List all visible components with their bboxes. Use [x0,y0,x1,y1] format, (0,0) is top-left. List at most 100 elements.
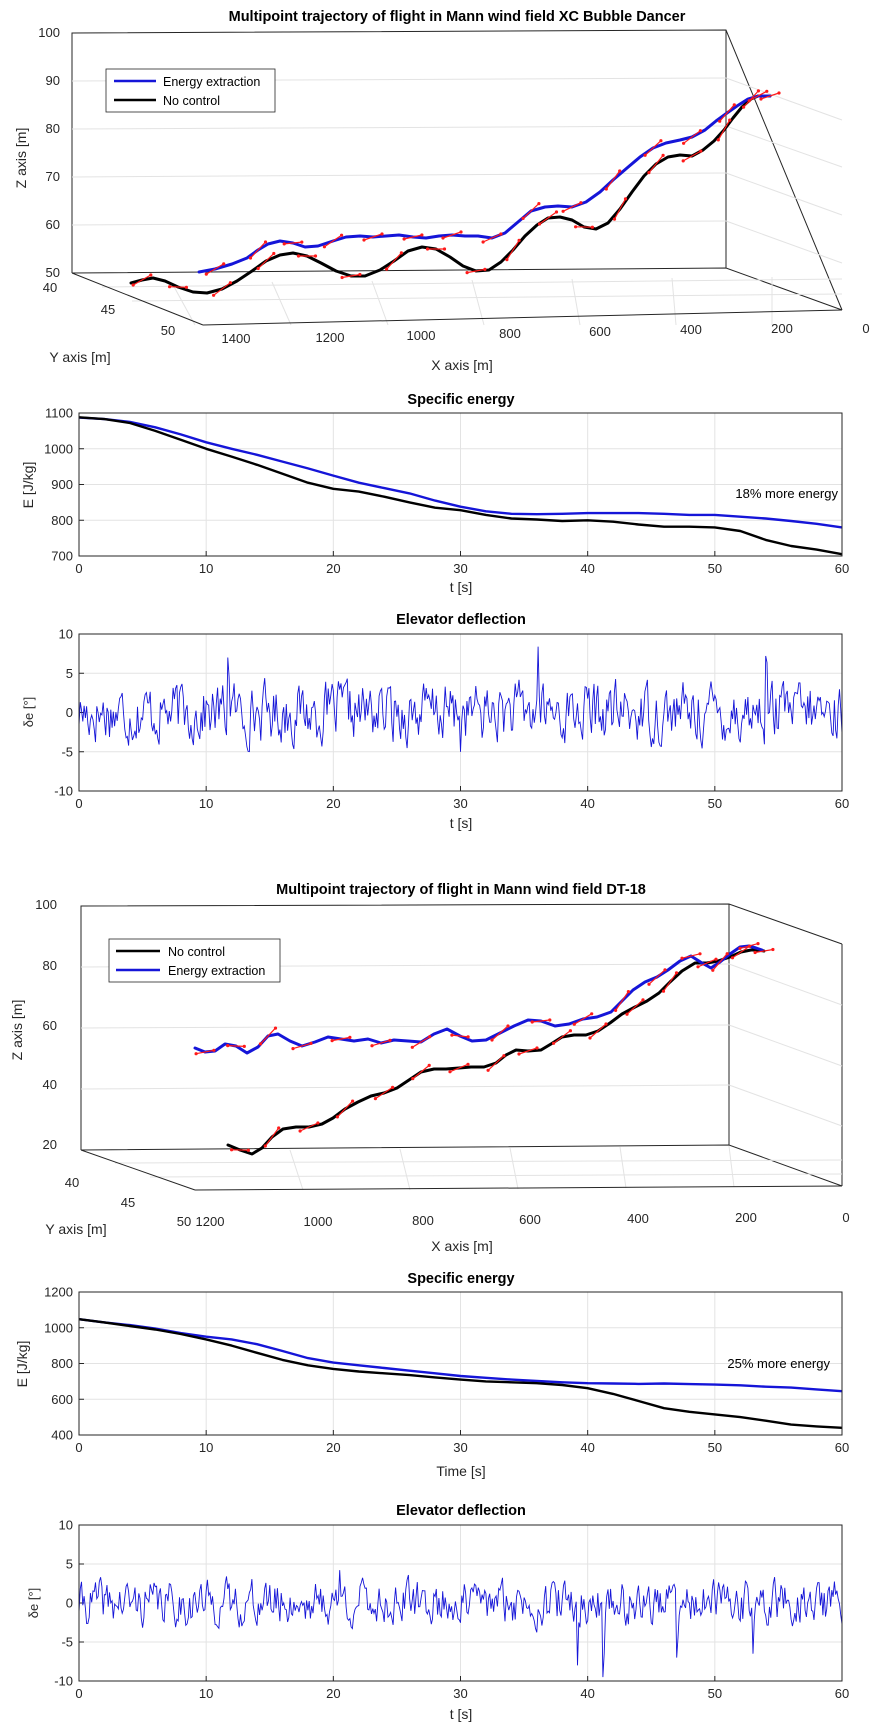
wind-marker-dot [718,120,721,123]
wind-marker-dot [696,965,699,968]
wind-marker-dot [400,251,403,254]
wind-marker-dot [759,97,762,100]
wind-marker-dot [518,239,521,242]
y-axis-line [81,1150,195,1190]
x-tick-label: 0 [75,796,82,811]
x-axis-label: t [s] [450,1706,473,1722]
wind-marker [492,1026,508,1040]
wind-marker [616,992,629,1011]
wind-marker [387,253,402,269]
wind-marker-dot [502,1054,505,1057]
x-tick-label: 10 [199,1440,213,1455]
wind-marker-dot [641,998,644,1001]
wind-marker-dot [604,1022,607,1025]
chart-title: Elevator deflection [396,1503,526,1519]
wind-marker-dot [731,956,734,959]
z-tick-label: 80 [43,958,57,973]
z-tick-label: 100 [38,25,60,40]
wind-marker-dot [370,1044,373,1047]
wind-marker-dot [374,1097,377,1100]
y-tick-label: 800 [51,513,73,528]
x-tick-label: 0 [75,1686,82,1701]
wind-marker-dot [754,951,757,954]
x-axis-label: X axis [m] [431,357,492,373]
wind-marker-dot [579,201,582,204]
x-tick-label: 40 [580,796,594,811]
wind-marker-dot [132,283,135,286]
wind-marker-dot [680,957,683,960]
wind-marker [228,1046,245,1047]
wind-marker-dot [149,273,152,276]
wind-marker-dot [428,1035,431,1038]
x-tick-label: 10 [199,1686,213,1701]
y-tick-label: -5 [61,744,73,759]
x-tick-label: 50 [708,1686,722,1701]
x-tick-label: 800 [499,326,521,341]
wind-marker-dot [748,945,751,948]
wind-marker-dot [391,1086,394,1089]
wind-marker [523,204,539,219]
wind-marker-dot [428,1064,431,1067]
wind-marker-dot [297,254,300,257]
wind-marker-dot [459,230,462,233]
wind-marker-dot [226,1044,229,1047]
y-tick-label: 40 [43,280,57,295]
wind-marker-dot [765,90,768,93]
x-tick-label: 50 [708,561,722,576]
z-axis-label: Z axis [m] [9,1000,25,1061]
panel-3d-dt18: Multipoint trajectory of flight in Mann … [9,882,850,1254]
legend-label: No control [168,945,225,959]
y-tick-label: 45 [121,1195,135,1210]
panel-3d-bubble-dancer: Multipoint trajectory of flight in Mann … [13,9,870,373]
x-tick-label: 20 [326,1440,340,1455]
wind-marker [615,199,626,219]
wind-marker-dot [277,1126,280,1129]
z-tick-label: 40 [43,1077,57,1092]
z-tick-label: 70 [46,169,60,184]
annotation: 18% more energy [735,486,838,501]
wind-marker-dot [506,1024,509,1027]
y-axis-label: Y axis [m] [45,1221,106,1237]
wind-marker [649,970,665,984]
wind-marker [265,1128,278,1146]
wind-marker-dot [711,969,714,972]
y-axis-label: E [J/kg] [14,1341,30,1388]
wind-marker-dot [264,1144,267,1147]
wind-marker-dot [535,1046,538,1049]
y-tick-label: 10 [59,627,73,642]
wind-marker-dot [726,952,729,955]
wind-marker-dot [309,1042,312,1045]
y-tick-label: 0 [66,705,73,720]
x-tick-label: 0 [842,1210,849,1225]
wind-marker-dot [618,169,621,172]
x-tick-label: 0 [75,561,82,576]
wind-marker-dot [733,103,736,106]
wind-marker-dot [662,154,665,157]
wind-marker-dot [230,1148,233,1151]
x-tick-label: 10 [199,561,213,576]
legend-label: Energy extraction [163,75,260,89]
wind-marker [718,120,729,140]
x-tick-label: 0 [75,1440,82,1455]
x-tick-label: 400 [627,1211,649,1226]
trajectory-energy-extraction [199,96,770,272]
wind-marker-dot [682,142,685,145]
wind-marker-dot [316,1121,319,1124]
x-tick-label: 600 [519,1212,541,1227]
wind-marker [664,973,677,991]
y-tick-label: 10 [59,1518,73,1533]
x-tick-label: 30 [453,796,467,811]
wind-marker-dot [699,150,702,153]
y-tick-label: 1000 [44,1320,73,1335]
legend-label: Energy extraction [168,964,265,978]
wind-marker [627,1000,643,1014]
wind-marker-dot [247,1149,250,1152]
wind-marker-dot [466,271,469,274]
x-tick-label: 1000 [407,328,436,343]
wind-marker-dot [625,1013,628,1016]
wind-marker-dot [591,226,594,229]
wind-marker-dot [403,237,406,240]
z-tick-label: 80 [46,121,60,136]
z-tick-labels: 50 60 70 80 90 100 [38,25,60,280]
